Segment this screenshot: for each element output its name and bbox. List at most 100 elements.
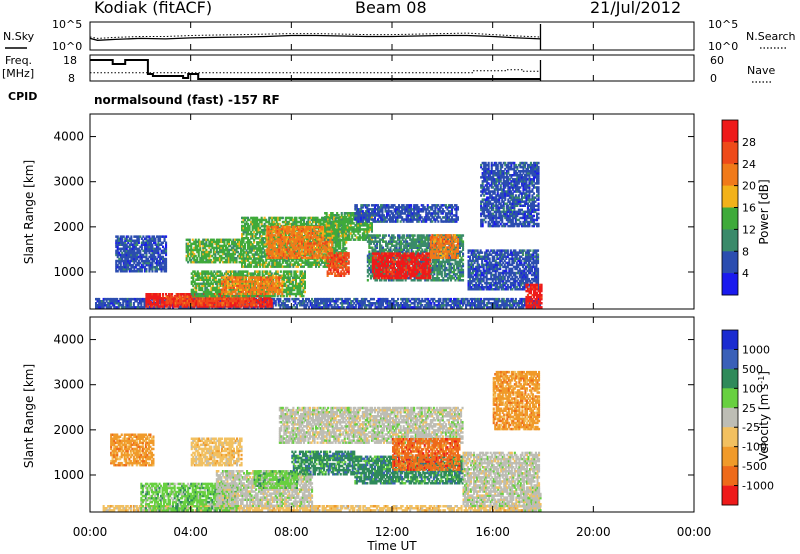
power-cell (293, 288, 296, 292)
power-cell (239, 303, 242, 307)
power-cell (383, 297, 386, 301)
power-cell (222, 292, 225, 296)
power-cell (468, 300, 471, 303)
power-cell (385, 306, 388, 309)
power-cell (119, 297, 122, 301)
power-cell (455, 306, 458, 309)
power-cell (339, 302, 342, 305)
power-cell (442, 304, 445, 307)
power-cell (239, 284, 242, 287)
power-cell (216, 290, 219, 294)
power-cell (452, 302, 455, 305)
power-cell (282, 290, 285, 294)
power-cell (496, 304, 499, 307)
power-cell (523, 300, 526, 303)
power-cell (102, 297, 105, 301)
power-cell (132, 302, 135, 305)
power-cell (318, 304, 321, 307)
power-cell (394, 306, 397, 309)
power-cell (326, 302, 329, 305)
power-cell (284, 274, 287, 277)
power-cell (236, 301, 239, 305)
power-cell (397, 304, 400, 307)
power-cell (214, 305, 217, 308)
power-cell (273, 286, 276, 289)
power-cell (260, 288, 263, 292)
power-cell (155, 301, 158, 304)
power-cell (252, 274, 255, 277)
power-cell (167, 297, 170, 301)
power-cell (474, 302, 477, 305)
power-cell (374, 302, 377, 305)
power-cell (183, 293, 186, 296)
power-cell (389, 302, 392, 305)
power-cell (264, 270, 267, 273)
power-cell (504, 302, 507, 305)
power-cell (134, 297, 137, 301)
power-cell (234, 282, 237, 286)
power-cell (288, 282, 291, 286)
power-cell (294, 272, 297, 275)
power-cell (252, 280, 255, 283)
power-cell (298, 300, 301, 303)
power-cell (243, 284, 246, 287)
power-cell (388, 302, 391, 305)
power-cell (201, 301, 204, 305)
power-cell (159, 305, 162, 308)
power-cell (157, 301, 160, 304)
noise-right-tick-bottom: 10^0 (708, 40, 738, 53)
power-cell (369, 302, 372, 305)
power-cell (255, 278, 258, 281)
power-cell (219, 303, 222, 307)
power-cell (157, 293, 160, 296)
power-cell (258, 301, 261, 304)
power-cell (246, 290, 249, 293)
power-cell (419, 304, 422, 307)
power-cell (225, 286, 228, 289)
power-cell (160, 305, 163, 308)
power-cell (151, 293, 154, 296)
power-cell (297, 292, 300, 296)
power-cell (247, 297, 250, 301)
power-cell (210, 288, 213, 292)
power-cell (486, 297, 489, 301)
power-cell (330, 300, 333, 303)
power-cell (234, 303, 237, 306)
power-cell (266, 278, 269, 281)
power-cell (177, 293, 180, 296)
power-cell (333, 304, 336, 307)
power-cell (296, 270, 299, 273)
power-cell (300, 280, 303, 284)
power-cell (368, 306, 371, 309)
power-cell (219, 305, 222, 308)
power-cell (240, 280, 243, 283)
power-cell (252, 276, 255, 279)
power-cell (99, 304, 102, 307)
power-cell (258, 292, 261, 295)
power-cell (196, 282, 199, 286)
power-cell (307, 300, 310, 303)
power-cell (220, 282, 223, 285)
power-cell (257, 301, 260, 304)
power-cell (299, 290, 302, 294)
power-cell (209, 299, 212, 303)
power-cell (204, 294, 207, 298)
power-cell (388, 306, 391, 309)
power-cell (400, 302, 403, 305)
power-cell (228, 299, 231, 303)
power-cell (511, 306, 514, 309)
power-cell (264, 286, 267, 289)
power-cell (217, 299, 220, 302)
power-cell (489, 297, 492, 301)
power-cell (501, 300, 504, 303)
power-cell (257, 299, 260, 302)
power-cell (252, 284, 255, 288)
power-cell (167, 295, 170, 299)
power-cell (211, 301, 214, 304)
power-cell (160, 303, 163, 306)
power-cell (254, 290, 257, 293)
power-cell (252, 286, 255, 289)
power-cell (266, 282, 269, 285)
power-cell (203, 301, 206, 305)
power-cell (257, 288, 260, 291)
